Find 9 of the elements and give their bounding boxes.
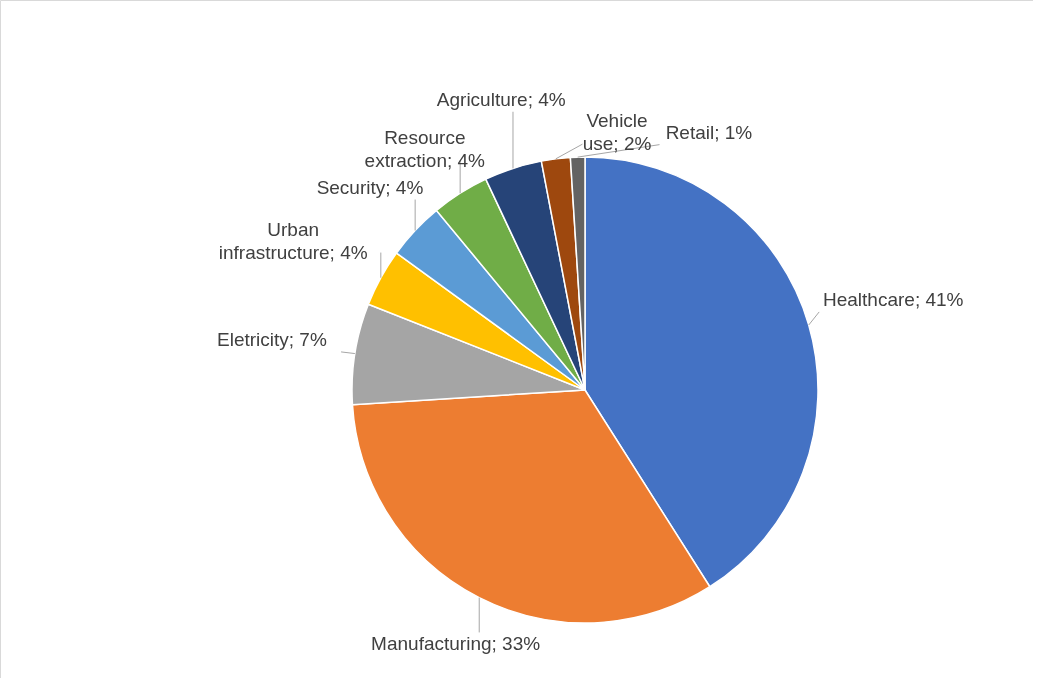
slice-label: Manufacturing; 33% bbox=[371, 632, 541, 654]
slice-label: Security; 4% bbox=[316, 177, 424, 199]
slice-label: Healthcare; 41% bbox=[823, 289, 964, 311]
slice-label: Eletricity; 7% bbox=[217, 329, 327, 351]
slice-label: Retail; 1% bbox=[665, 122, 753, 144]
slice-label: Vehicle use; 2% bbox=[582, 110, 652, 155]
slice-label: Urban infrastructure; 4% bbox=[218, 218, 368, 263]
slice-label: Resource extraction; 4% bbox=[364, 126, 486, 171]
slice-label: Agriculture; 4% bbox=[436, 89, 566, 111]
